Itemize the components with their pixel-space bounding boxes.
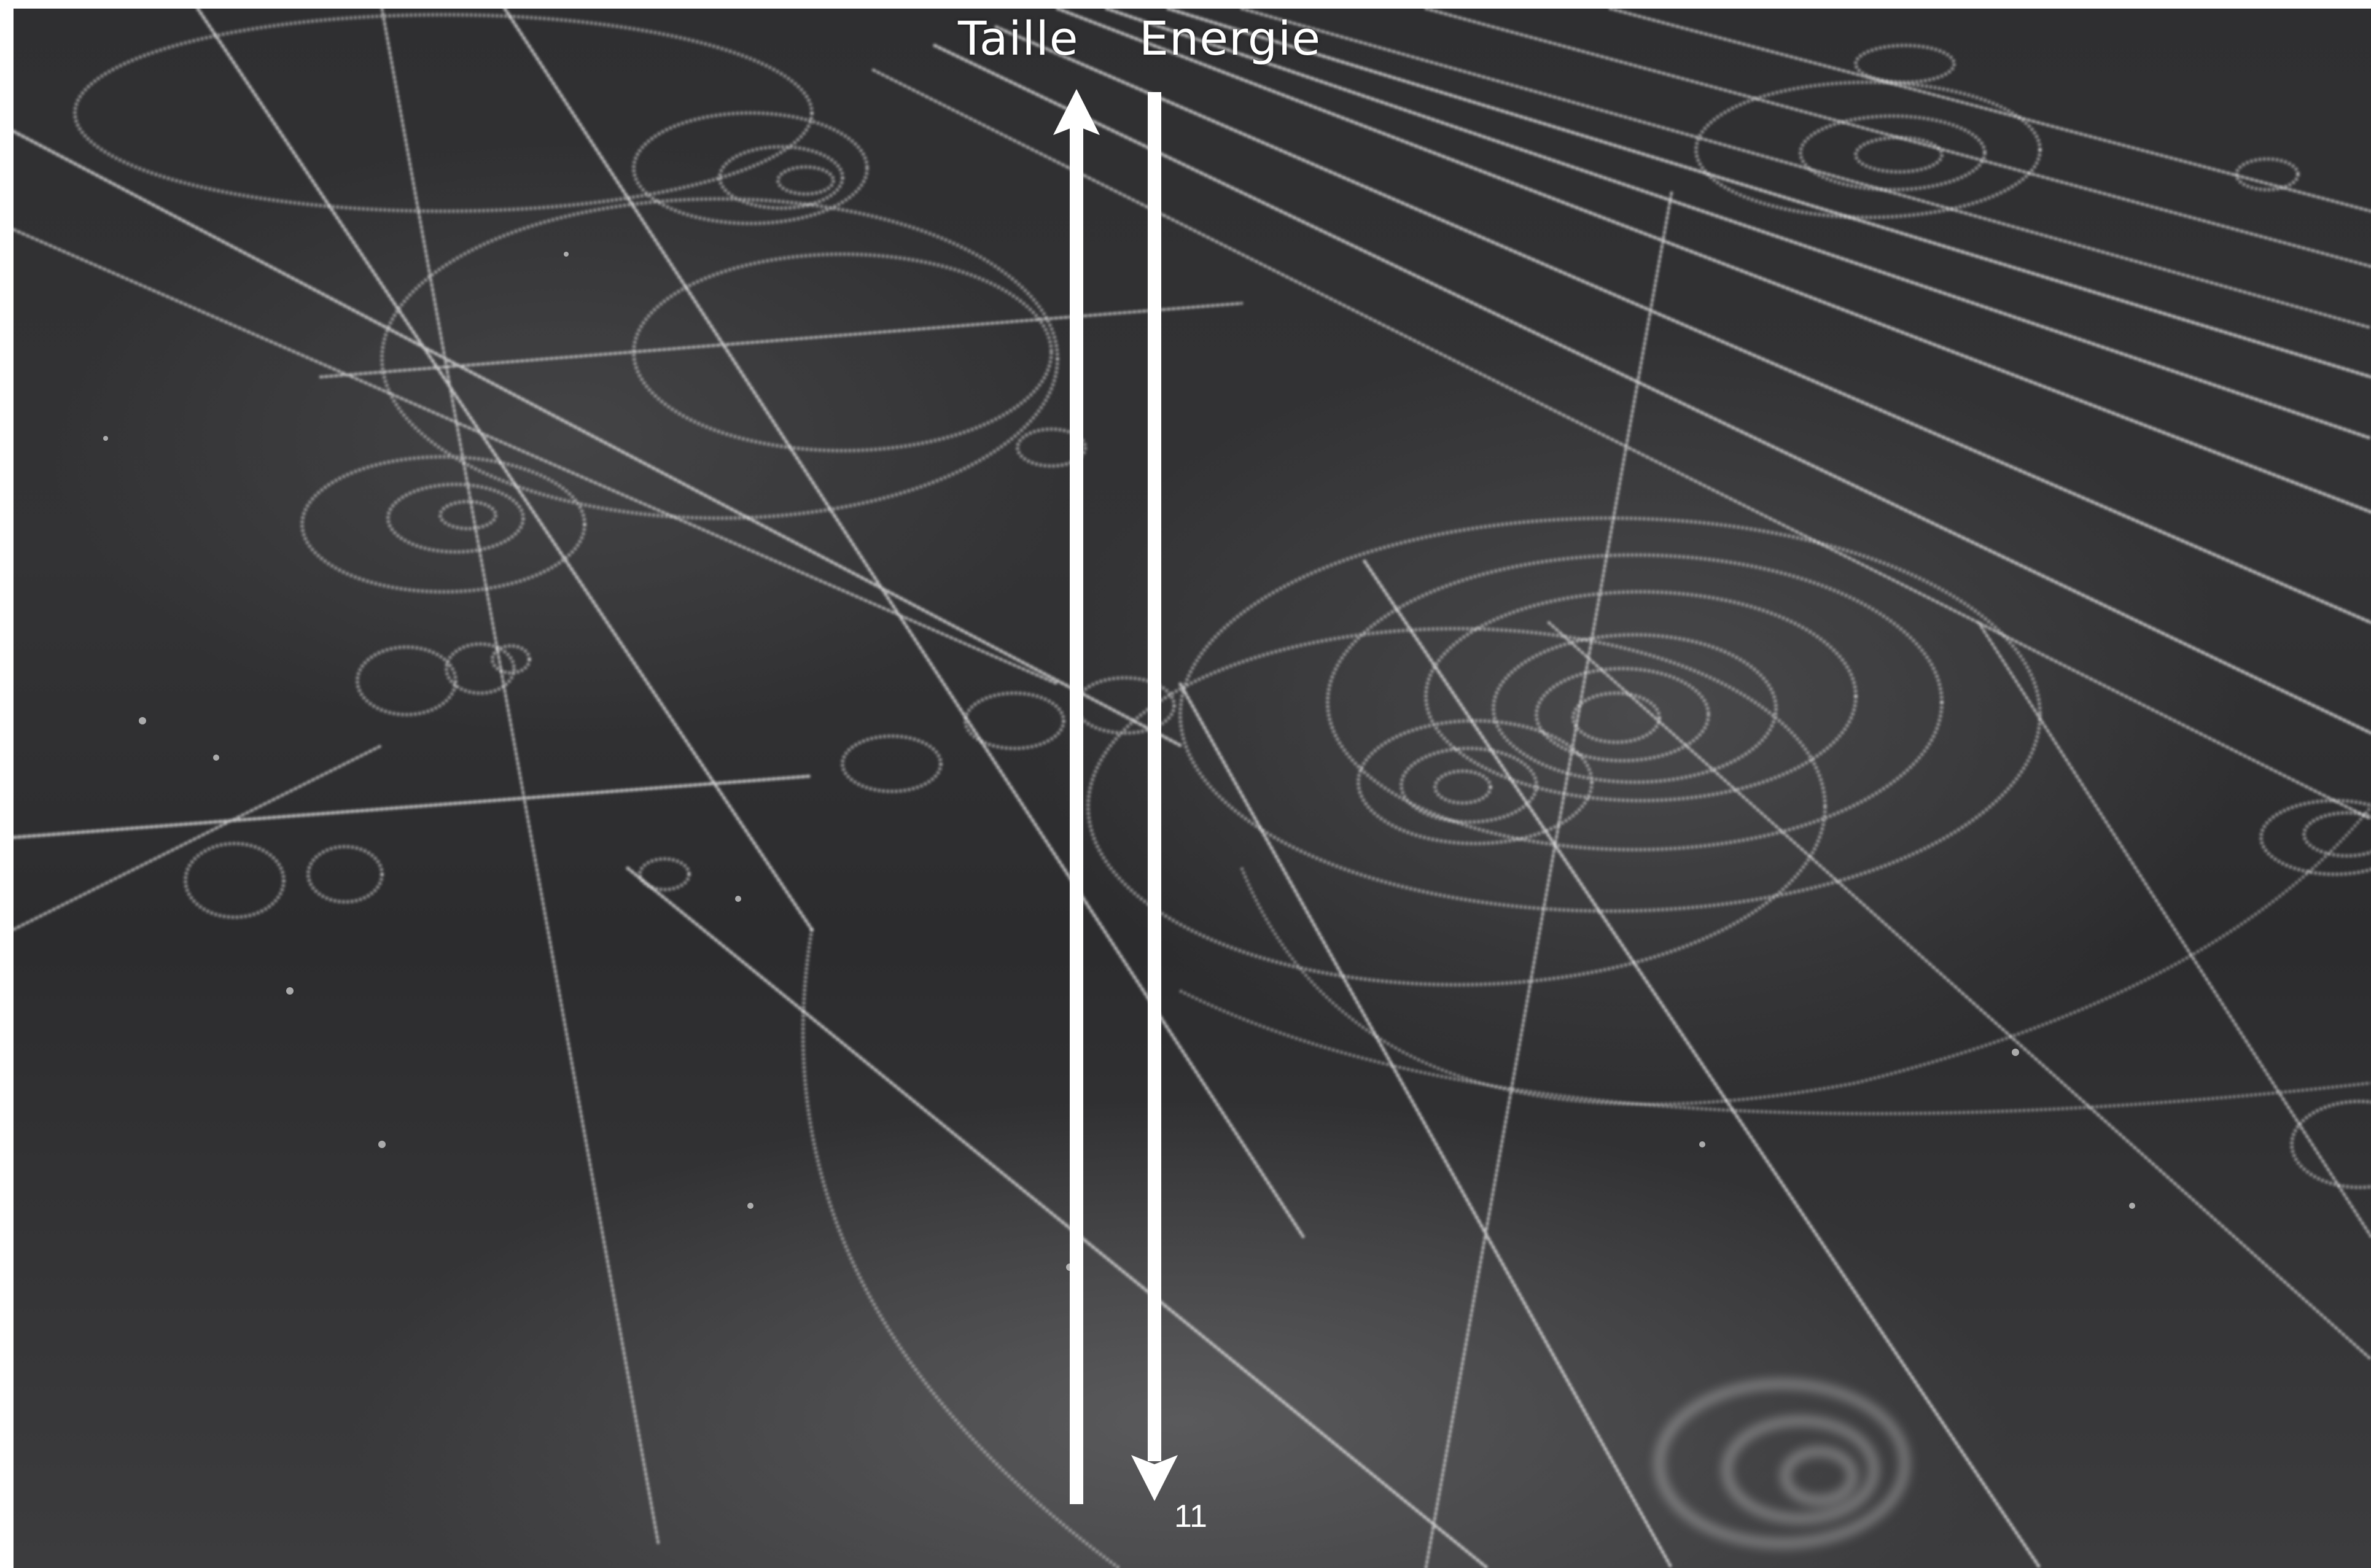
taille-arrow [1053, 89, 1100, 1504]
energie-arrow [1131, 92, 1178, 1501]
energie-label: Energie [1139, 11, 1321, 66]
taille-label: Taille [958, 11, 1079, 66]
particle-tracks [14, 9, 2371, 1568]
page-number: 11 [1174, 1499, 1207, 1534]
bubble-chamber-photo [14, 9, 2371, 1568]
